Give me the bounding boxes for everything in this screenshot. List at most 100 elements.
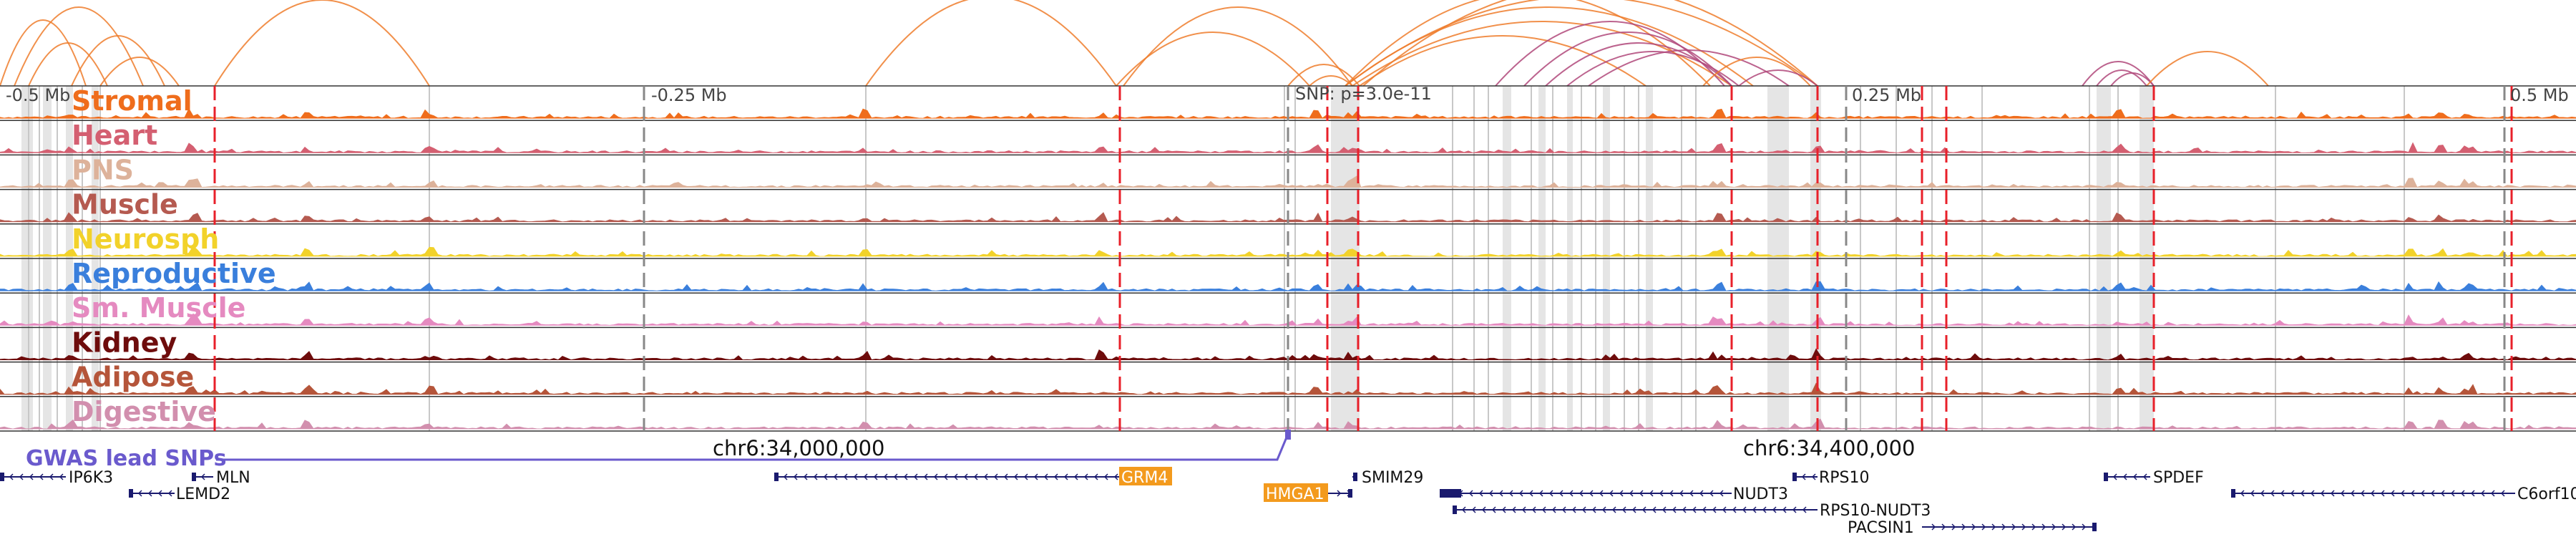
strand-chevron [1931,523,1936,531]
signal-reproductive [0,281,2576,291]
signal-adipose [0,382,2576,395]
strand-chevron [1461,506,1466,513]
strand-chevron [1811,473,1816,480]
gene-label: C6orf106 [2517,485,2576,503]
strand-chevron [59,473,64,480]
strand-chevron [783,473,788,480]
signal-pns [0,175,2576,188]
strand-chevron [2132,473,2137,480]
strand-chevron [823,473,828,480]
interaction-arc [1359,35,1646,87]
strand-chevron [2300,490,2305,497]
track-label: Muscle [72,189,178,221]
strand-chevron [1709,490,1714,497]
interaction-arc [1495,21,1725,87]
strand-chevron [1752,506,1757,513]
strand-chevron [2240,490,2245,497]
strand-chevron [2450,490,2455,497]
strand-chevron [2480,490,2485,497]
strand-chevron [1508,490,1513,497]
strand-chevron [2460,490,2465,497]
gene-exon [0,473,4,481]
strand-chevron [1639,490,1644,497]
strand-chevron [200,473,205,480]
strand-chevron [1699,490,1704,497]
interaction-arc [1362,0,1818,87]
strand-chevron [1093,473,1098,480]
interaction-arc [1738,69,1818,87]
strand-chevron [167,490,172,497]
strand-chevron [1073,473,1078,480]
strand-chevron [1053,473,1058,480]
interaction-arc [2146,51,2269,87]
gene-exon [1792,473,1797,481]
strand-chevron [873,473,878,480]
strand-chevron [1471,506,1476,513]
interaction-arc [1123,6,1353,87]
strand-chevron [2380,490,2385,497]
strand-chevron [1682,506,1687,513]
strand-chevron [2370,490,2375,497]
gene-label: MLN [216,469,250,487]
strand-chevron [1801,473,1806,480]
strand-chevron [2340,490,2345,497]
strand-chevron [1581,506,1586,513]
strand-chevron [2062,523,2067,531]
strand-chevron [1599,490,1604,497]
scale-left: -0.5 Mb [6,85,70,105]
gene-label: HMGA1 [1266,485,1324,503]
strand-chevron [1531,506,1536,513]
strand-chevron [893,473,898,480]
strand-chevron [1679,490,1684,497]
strand-chevron [1762,506,1767,513]
strand-chevron [1991,523,1996,531]
strand-chevron [2041,523,2046,531]
strand-chevron [1732,506,1737,513]
interaction-arc [14,6,144,87]
strand-chevron [29,473,34,480]
gene-label: GRM4 [1121,469,1168,487]
strand-chevron [1619,490,1624,497]
gwas-label: GWAS lead SNPs [26,446,226,471]
strand-chevron [1719,490,1724,497]
strand-chevron [19,473,24,480]
strand-chevron [1961,523,1966,531]
strand-chevron [2430,490,2435,497]
strand-chevron [983,473,988,480]
gene-exon [129,489,133,498]
gene-label: SPDEF [2153,469,2204,487]
gene-label: IP6K3 [69,469,113,487]
gene-exon [192,473,196,481]
strand-chevron [1558,490,1563,497]
strand-chevron [1772,506,1777,513]
gene-exon [2231,489,2235,498]
gene-exon [1353,473,1357,481]
strand-chevron [1601,506,1606,513]
interaction-arc [2096,69,2147,87]
strand-chevron [2001,523,2006,531]
coordinate-right: chr6:34,400,000 [1743,436,1916,460]
strand-chevron [1702,506,1707,513]
strand-chevron [1538,490,1543,497]
gene-label: SMIM29 [1362,469,1423,487]
interaction-arc [2110,72,2155,87]
interaction-arc [1523,32,1732,87]
strand-chevron [1782,506,1787,513]
track-label: Neurosph [72,223,219,255]
strand-chevron [1541,506,1546,513]
strand-chevron [973,473,978,480]
strand-chevron [923,473,928,480]
coordinate-left: chr6:34,000,000 [713,436,885,460]
strand-chevron [1669,490,1674,497]
strand-chevron [1548,490,1553,497]
strand-chevron [1659,490,1664,497]
track-label: Sm. Muscle [72,292,245,324]
strand-chevron [2440,490,2445,497]
track-label: PNS [72,154,134,185]
strand-chevron [853,473,858,480]
strand-chevron [1621,506,1626,513]
strand-chevron [1609,490,1614,497]
strand-chevron [157,490,162,497]
strand-chevron [1521,506,1526,513]
